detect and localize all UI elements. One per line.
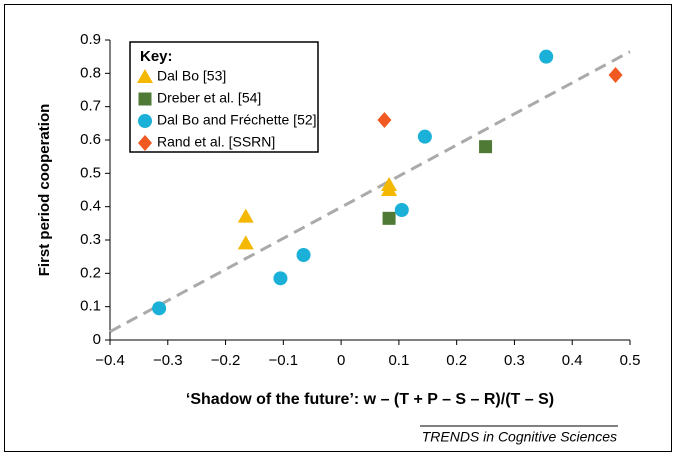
y-axis-label: First period cooperation [36,104,53,277]
marker-triangle [237,235,254,250]
legend-title: Key: [140,48,173,65]
legend-label: Rand et al. [SSRN] [157,134,275,150]
y-tick-label: 0.4 [80,198,101,215]
legend-label: Dreber et al. [54] [157,90,261,106]
y-tick-label: 0.6 [80,131,101,148]
x-tick-label: 0.2 [446,352,467,369]
x-tick-label: 0 [337,352,345,369]
marker-square [138,92,152,106]
y-tick-label: 0.7 [80,98,101,115]
y-tick-label: 0 [93,331,101,348]
footer: TRENDS in Cognitive Sciences [422,429,617,445]
x-tick-label: 0.3 [504,352,525,369]
y-tick-label: 0.5 [80,164,101,181]
x-tick-label: 0.4 [562,352,583,369]
x-axis-label: ‘Shadow of the future’: w – (T + P – S –… [186,391,554,408]
legend-label: Dal Bo [53] [157,68,226,84]
y-tick-label: 0.1 [80,298,101,315]
x-tick-label: −0.2 [211,352,241,369]
x-tick-label: −0.3 [153,352,183,369]
marker-circle [138,114,152,128]
marker-circle [539,49,554,64]
marker-triangle [237,208,254,223]
x-tick-label: −0.1 [269,352,299,369]
legend-label: Dal Bo and Fréchette [52] [157,112,317,128]
marker-circle [394,203,409,217]
y-tick-label: 0.3 [80,231,101,248]
marker-triangle [137,69,153,83]
y-tick-label: 0.2 [80,264,101,281]
marker-diamond [138,135,152,151]
marker-circle [417,129,432,144]
marker-square [382,211,396,225]
x-tick-label: 0.5 [620,352,641,369]
x-tick-label: −0.4 [95,352,125,369]
frame [4,4,672,452]
marker-diamond [608,67,623,83]
marker-circle [296,248,311,262]
marker-diamond [377,112,392,128]
marker-circle [273,271,288,286]
y-tick-label: 0.8 [80,64,101,81]
x-tick-label: 0.1 [388,352,409,369]
legend-box [129,41,319,153]
marker-triangle [381,182,398,196]
trendline [109,50,631,333]
marker-circle [152,301,167,316]
marker-square [479,140,493,154]
y-tick-label: 0.9 [80,31,101,48]
